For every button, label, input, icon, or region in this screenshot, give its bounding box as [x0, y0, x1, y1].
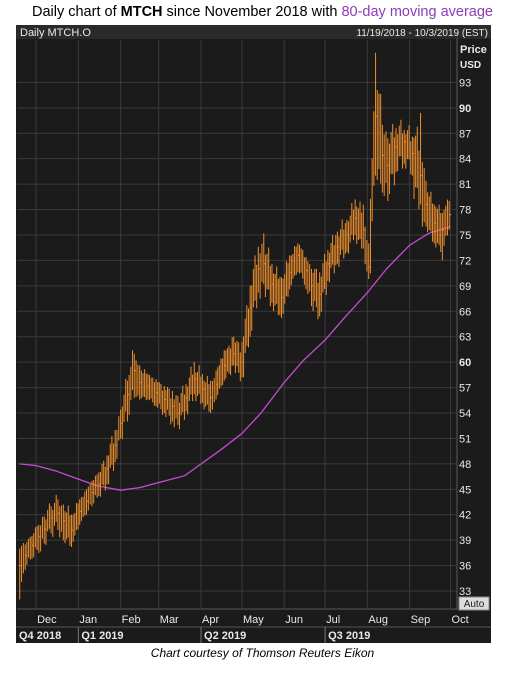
y-tick-label: 78 — [459, 205, 471, 217]
y-tick-label: 93 — [459, 77, 471, 89]
x-tick-label: Jan — [79, 614, 97, 626]
x-tick-label: Aug — [368, 614, 388, 626]
y-tick-label: 63 — [459, 332, 471, 344]
y-tick-label: 60 — [459, 357, 471, 369]
chart-caption: Chart courtesy of Thomson Reuters Eikon — [150, 646, 375, 660]
x-tick-label: Mar — [160, 614, 179, 626]
moving-average-layer — [19, 225, 451, 491]
x-tick-label: Sep — [411, 614, 431, 626]
y-tick-label: 48 — [459, 459, 471, 471]
y-tick-label: 75 — [459, 230, 471, 242]
y-tick-label: 72 — [459, 255, 471, 267]
y-tick-label: 39 — [459, 535, 471, 547]
y-tick-label: 57 — [459, 383, 471, 395]
y-tick-label: 54 — [459, 408, 471, 420]
y-tick-label: 81 — [459, 179, 471, 191]
y-tick-label: 69 — [459, 281, 471, 293]
x-tick-label: Jul — [326, 614, 340, 626]
moving-average-line — [19, 225, 451, 491]
x-tick-label: May — [243, 614, 264, 626]
y-tick-label: 87 — [459, 128, 471, 140]
x-tick-label: Jun — [285, 614, 303, 626]
y-axis-unit: USD — [460, 60, 481, 71]
y-tick-label: 66 — [459, 306, 471, 318]
y-tick-label: 36 — [459, 561, 471, 573]
x-tick-label: Apr — [202, 614, 219, 626]
quarter-label: Q4 2018 — [19, 630, 61, 642]
y-tick-label: 33 — [459, 586, 471, 598]
y-tick-label: 45 — [459, 484, 471, 496]
y-tick-label: 51 — [459, 433, 471, 445]
autoscale-button-label[interactable]: Auto — [464, 599, 485, 610]
x-tick-label: Oct — [452, 614, 469, 626]
x-tick-label: Feb — [122, 614, 141, 626]
x-axis: Dec Jan Feb Mar Apr May Jun Jul Aug Sep Oct Q4 2018… — [16, 608, 491, 643]
chart-header-bar — [16, 25, 491, 39]
y-axis: Price USD 33 36 39 42 45 48 51 54 57 60 63 66 69 72 75… — [456, 38, 487, 610]
y-tick-label: 90 — [459, 103, 471, 115]
autoscale-button-frame[interactable] — [458, 596, 490, 611]
instrument-label: Daily MTCH.O — [20, 27, 91, 39]
price-bars-layer — [19, 52, 452, 600]
x-tick-label: Dec — [37, 614, 57, 626]
quarter-label: Q2 2019 — [204, 630, 246, 642]
date-range-label: 11/19/2018 - 10/3/2019 (EST) — [356, 28, 488, 39]
quarter-label: Q1 2019 — [81, 630, 123, 642]
quarter-label: Q3 2019 — [328, 630, 370, 642]
autoscale-button[interactable]: Auto — [458, 596, 490, 611]
chart-background — [16, 25, 491, 643]
y-axis-title: Price — [460, 44, 487, 56]
y-tick-label: 42 — [459, 510, 471, 522]
chart-title: Daily chart of MTCH since November 2018 … — [31, 4, 493, 20]
y-tick-label: 84 — [459, 154, 471, 166]
